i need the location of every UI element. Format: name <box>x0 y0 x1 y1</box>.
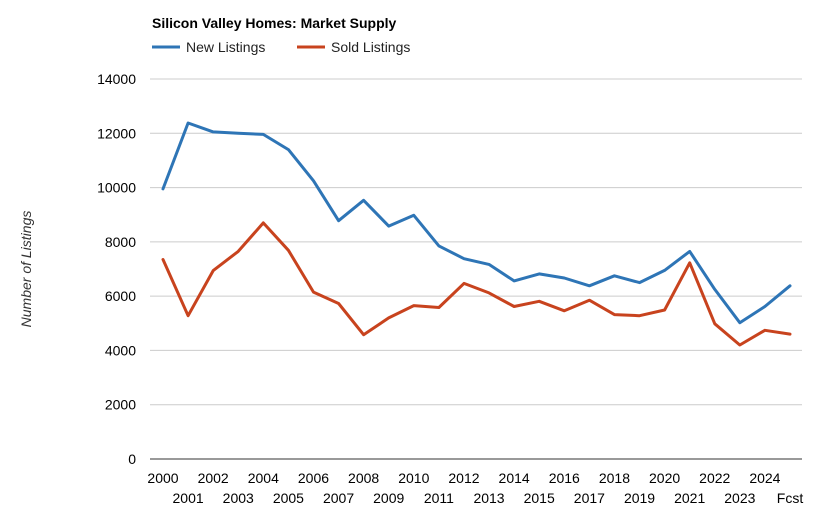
y-tick-label: 12000 <box>97 125 136 141</box>
x-tick-label: 2011 <box>424 490 454 506</box>
x-tick-label: 2000 <box>147 470 178 486</box>
legend: New Listings Sold Listings <box>152 39 410 55</box>
x-tick-label: 2024 <box>749 470 780 486</box>
x-tick-label: 2007 <box>323 490 354 506</box>
x-tick-label: 2020 <box>649 470 680 486</box>
y-axis-label: Number of Listings <box>18 211 34 328</box>
y-tick-label: 6000 <box>105 288 136 304</box>
x-tick-label: 2022 <box>699 470 730 486</box>
x-tick-label: 2018 <box>599 470 630 486</box>
y-tick-label: 2000 <box>105 397 136 413</box>
legend-label-sold-listings: Sold Listings <box>331 39 410 55</box>
x-tick-label: 2002 <box>198 470 229 486</box>
y-tick-label: 4000 <box>105 342 136 358</box>
x-tick-label: 2019 <box>624 490 655 506</box>
series-lines <box>161 121 792 347</box>
chart-title: Silicon Valley Homes: Market Supply <box>152 15 397 31</box>
x-tick-label: 2012 <box>448 470 479 486</box>
x-tick-label: 2005 <box>273 490 304 506</box>
gridlines <box>150 78 802 460</box>
x-tick-label: 2006 <box>298 470 329 486</box>
x-tick-label: 2017 <box>574 490 605 506</box>
y-tick-label: 14000 <box>97 71 136 87</box>
y-tick-labels: 0 2000 4000 6000 8000 10000 12000 14000 <box>97 71 136 467</box>
legend-label-new-listings: New Listings <box>186 39 265 55</box>
y-tick-label: 0 <box>128 451 136 467</box>
x-tick-label: 2013 <box>473 490 504 506</box>
x-tick-label: 2008 <box>348 470 379 486</box>
x-tick-labels: 2000 2001 2002 2003 2004 2005 2006 2007 2008 2009… <box>147 470 803 506</box>
y-tick-label: 10000 <box>97 180 136 196</box>
x-tick-label: 2016 <box>549 470 580 486</box>
x-tick-label: 2001 <box>173 490 204 506</box>
y-tick-label: 8000 <box>105 234 136 250</box>
x-tick-label: 2014 <box>499 470 530 486</box>
series-line-sold-listings <box>161 221 792 347</box>
x-tick-label: 2003 <box>223 490 254 506</box>
x-tick-label: 2021 <box>674 490 705 506</box>
x-tick-label: 2004 <box>248 470 279 486</box>
series-line-new-listings <box>161 121 792 325</box>
x-tick-label: 2010 <box>398 470 429 486</box>
x-tick-label: Fcst <box>777 490 804 506</box>
x-tick-label: 2023 <box>724 490 755 506</box>
x-tick-label: 2015 <box>524 490 555 506</box>
x-tick-label: 2009 <box>373 490 404 506</box>
